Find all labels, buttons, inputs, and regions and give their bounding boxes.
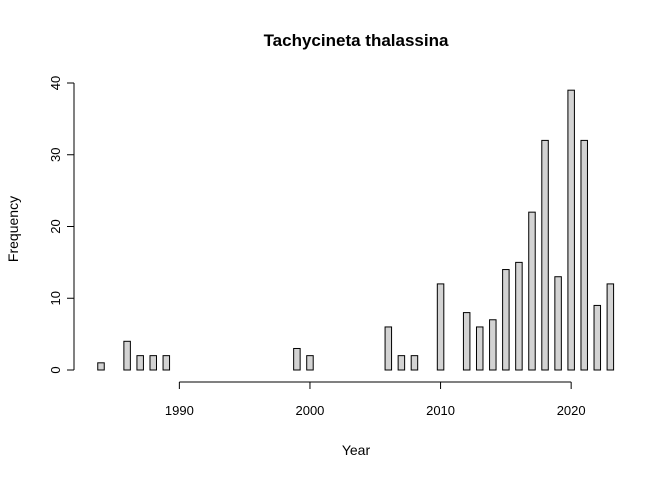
y-tick-label-10: 10 [48,291,63,305]
bar-2017 [528,211,536,371]
x-axis-label: Year [342,442,371,458]
bar-2010 [436,283,445,371]
bar-2022 [593,304,602,371]
bar-2020 [567,89,575,371]
bar-1989 [162,355,171,371]
chart-title: Tachycineta thalassina [264,31,449,50]
bar-1988 [149,355,157,371]
y-tick-label-0: 0 [48,366,63,373]
y-tick-label-20: 20 [48,219,63,233]
bar-2021 [580,139,588,371]
bar-2023 [606,283,615,371]
bar-2018 [541,139,549,371]
x-tick-label-2020: 2020 [557,403,586,418]
bar-2015 [502,269,510,371]
bar-2019 [554,276,562,371]
bar-1986 [123,340,131,371]
y-axis: 0 10 20 30 40 [48,76,75,374]
bar-1984 [97,362,105,371]
bar-2013 [475,326,484,371]
bar-2012 [462,312,471,371]
bar-1999 [293,347,301,371]
y-axis-label: Frequency [5,196,21,262]
bar-2008 [410,355,419,371]
bar-2016 [515,261,523,371]
x-tick-label-2000: 2000 [295,403,324,418]
y-tick-label-30: 30 [48,148,63,162]
x-tick-label-2010: 2010 [426,403,455,418]
x-axis: 1990 2000 2010 2020 [165,381,586,418]
y-tick-label-40: 40 [48,76,63,90]
bars-group [97,89,615,371]
x-tick-label-1990: 1990 [165,403,194,418]
bar-2007 [397,355,406,371]
bar-1987 [136,355,144,371]
bar-2006 [384,326,393,371]
bar-2000 [306,355,314,371]
bar-2014 [489,319,497,371]
